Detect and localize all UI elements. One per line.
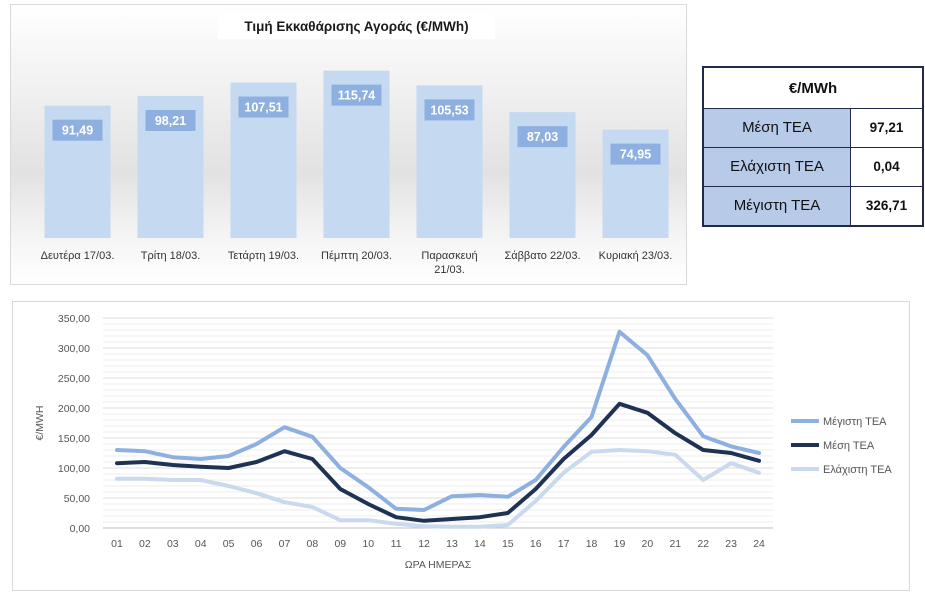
y-tick-label: 200,00 bbox=[58, 403, 90, 415]
bar-value-label: 91,49 bbox=[62, 124, 93, 138]
x-tick-label: 16 bbox=[530, 538, 542, 550]
y-tick-label: 100,00 bbox=[58, 463, 90, 475]
x-tick-label: 14 bbox=[474, 538, 486, 550]
category-label: Τετάρτη 19/03. bbox=[228, 250, 299, 262]
legend-label: Μέγιστη ΤΕΑ bbox=[823, 416, 887, 428]
x-tick-label: 09 bbox=[334, 538, 346, 550]
line-chart: 0,00 50,00 100,00 150,00 200,00 250,00 300,00 3… bbox=[34, 313, 892, 571]
bar-label-bg bbox=[610, 143, 661, 165]
stats-table: €/MWh Μέση ΤΕΑ 97,21 Ελάχιστη ΤΕΑ 0,04 Μ… bbox=[702, 66, 924, 227]
x-tick-label: 17 bbox=[558, 538, 570, 550]
x-tick-label: 15 bbox=[502, 538, 514, 550]
x-tick-label: 13 bbox=[446, 538, 458, 550]
bar-chart-panel: 91,49 Δευτέρα 17/03. 98,21 Τρίτη 18/03. 107,… bbox=[10, 4, 687, 285]
bar-label-bg bbox=[424, 99, 475, 121]
bar-value-label: 74,95 bbox=[620, 148, 651, 162]
category-label: Τρίτη 18/03. bbox=[141, 250, 201, 262]
line-chart-panel: 0,00 50,00 100,00 150,00 200,00 250,00 300,00 3… bbox=[12, 301, 910, 591]
legend-label: Ελάχιστη ΤΕΑ bbox=[823, 464, 892, 476]
x-tick-label: 18 bbox=[586, 538, 598, 550]
x-tick-label: 02 bbox=[139, 538, 151, 550]
legend-label: Μέση ΤΕΑ bbox=[823, 440, 875, 452]
bar-label-bg bbox=[331, 84, 382, 106]
stats-header: €/MWh bbox=[702, 66, 924, 109]
x-tick-label: 21 bbox=[669, 538, 681, 550]
bar-value-label: 107,51 bbox=[244, 101, 282, 115]
x-tick-label: 22 bbox=[697, 538, 709, 550]
series-line bbox=[115, 329, 761, 512]
stats-label-max: Μέγιστη ΤΕΑ bbox=[702, 185, 851, 227]
x-tick-label: 23 bbox=[725, 538, 737, 550]
stats-value-max: 326,71 bbox=[850, 185, 924, 227]
x-tick-label: 08 bbox=[307, 538, 319, 550]
y-axis-title: €/MWH bbox=[34, 406, 46, 441]
bar-value-label: 87,03 bbox=[527, 130, 558, 144]
bar-value-label: 98,21 bbox=[155, 114, 186, 128]
x-tick-label: 24 bbox=[753, 538, 765, 550]
y-tick-label: 250,00 bbox=[58, 373, 90, 385]
stats-value-min: 0,04 bbox=[850, 146, 924, 187]
stats-label-min: Ελάχιστη ΤΕΑ bbox=[702, 146, 851, 187]
bar-label-bg bbox=[238, 96, 289, 118]
x-tick-label: 01 bbox=[111, 538, 123, 550]
x-tick-label: 04 bbox=[195, 538, 207, 550]
series-line bbox=[115, 448, 761, 529]
stats-label-mean: Μέση ΤΕΑ bbox=[702, 108, 851, 148]
x-tick-label: 20 bbox=[642, 538, 654, 550]
bar-label-bg bbox=[52, 119, 103, 141]
bar-value-label: 115,74 bbox=[338, 89, 376, 103]
y-tick-label: 50,00 bbox=[64, 493, 90, 505]
category-label: Κυριακή 23/03. bbox=[599, 250, 673, 262]
y-tick-label: 300,00 bbox=[58, 343, 90, 355]
y-tick-label: 150,00 bbox=[58, 433, 90, 445]
x-tick-label: 03 bbox=[167, 538, 179, 550]
bar-label-bg bbox=[517, 126, 568, 148]
x-tick-label: 07 bbox=[279, 538, 291, 550]
bar-value-label: 105,53 bbox=[430, 103, 468, 117]
stats-value-mean: 97,21 bbox=[850, 108, 924, 148]
x-tick-label: 10 bbox=[362, 538, 374, 550]
x-tick-label: 05 bbox=[223, 538, 235, 550]
y-tick-label: 350,00 bbox=[58, 313, 90, 325]
x-axis-title: ΩΡΑ ΗΜΕΡΑΣ bbox=[405, 559, 472, 571]
x-tick-label: 19 bbox=[614, 538, 626, 550]
category-label: Σάββατο 22/03. bbox=[504, 250, 580, 262]
bar-chart-title: Τιμή Εκκαθάρισης Αγοράς (€/MWh) bbox=[218, 13, 495, 39]
series-line bbox=[115, 401, 761, 523]
x-tick-label: 11 bbox=[391, 538, 402, 550]
bar-label-bg bbox=[145, 109, 196, 131]
y-tick-label: 0,00 bbox=[70, 523, 91, 535]
x-tick-label: 12 bbox=[418, 538, 430, 550]
category-label: Παρασκευή bbox=[421, 250, 477, 262]
x-tick-label: 06 bbox=[251, 538, 263, 550]
category-label: Δευτέρα 17/03. bbox=[41, 250, 115, 262]
category-label: Πέμπτη 20/03. bbox=[321, 250, 392, 262]
bar-chart: 91,49 Δευτέρα 17/03. 98,21 Τρίτη 18/03. 107,… bbox=[41, 70, 673, 276]
category-label: 21/03. bbox=[434, 264, 465, 276]
